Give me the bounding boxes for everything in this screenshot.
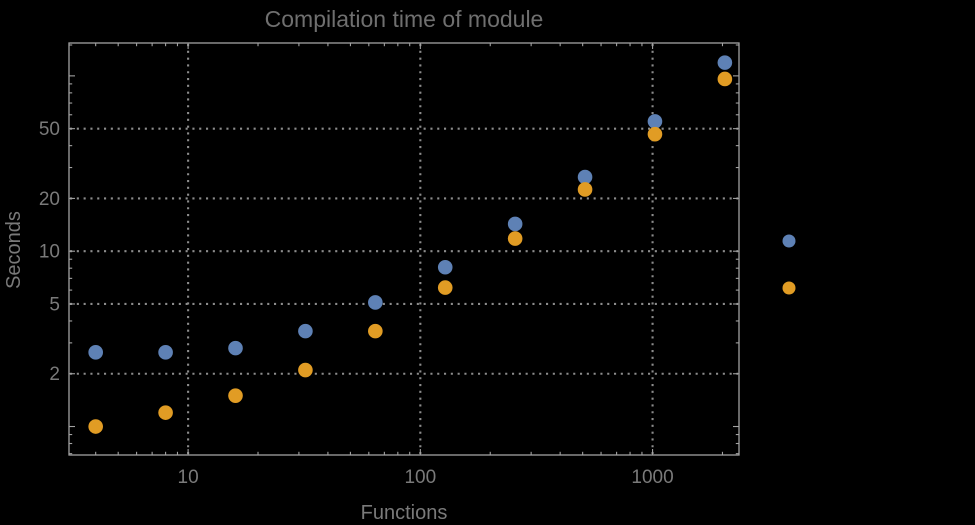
y-tick-label: 10 xyxy=(39,242,60,263)
data-point-series-1-blue xyxy=(228,340,243,356)
legend xyxy=(782,234,796,295)
y-tick-label: 50 xyxy=(39,119,60,140)
data-points-layer xyxy=(88,55,733,434)
data-point-series-1-blue xyxy=(437,259,453,275)
frame-rect xyxy=(68,42,740,456)
data-point-series-2-orange xyxy=(577,182,593,197)
x-tick-label: 100 xyxy=(404,467,436,488)
x-axis-label: Functions xyxy=(361,502,448,524)
data-point-series-1-blue xyxy=(88,345,103,360)
data-point-series-2-orange xyxy=(88,419,103,434)
data-point-series-2-orange xyxy=(647,126,663,142)
y-tick-label: 20 xyxy=(39,189,60,210)
plot-frame xyxy=(68,42,740,456)
tick-labels: 10 100 1000 2 5 10 20 50 xyxy=(39,119,674,488)
data-point-series-2-orange xyxy=(158,405,173,420)
data-point-series-1-blue xyxy=(577,169,593,185)
legend-marker xyxy=(782,234,796,248)
ticks-layer xyxy=(69,43,739,455)
data-point-series-1-blue xyxy=(368,295,383,310)
y-axis-label: Seconds xyxy=(3,211,25,289)
x-tick-label: 10 xyxy=(178,467,199,488)
data-point-series-2-orange xyxy=(298,362,313,378)
data-point-series-1-blue xyxy=(647,114,663,129)
y-tick-label: 2 xyxy=(49,364,60,385)
data-point-series-2-orange xyxy=(368,323,383,339)
data-point-series-1-blue xyxy=(158,345,173,360)
y-tick-label: 5 xyxy=(49,294,60,315)
data-point-series-1-blue xyxy=(298,323,313,339)
x-tick-label: 1000 xyxy=(631,467,673,488)
data-point-series-2-orange xyxy=(717,71,733,87)
legend-marker xyxy=(782,281,796,295)
data-point-series-2-orange xyxy=(228,388,243,403)
data-point-series-2-orange xyxy=(507,231,523,246)
grid-layer xyxy=(70,44,738,454)
chart-title: Compilation time of module xyxy=(265,6,544,32)
data-point-series-1-blue xyxy=(717,55,733,70)
data-point-series-2-orange xyxy=(437,280,453,295)
data-point-series-1-blue xyxy=(507,216,523,232)
